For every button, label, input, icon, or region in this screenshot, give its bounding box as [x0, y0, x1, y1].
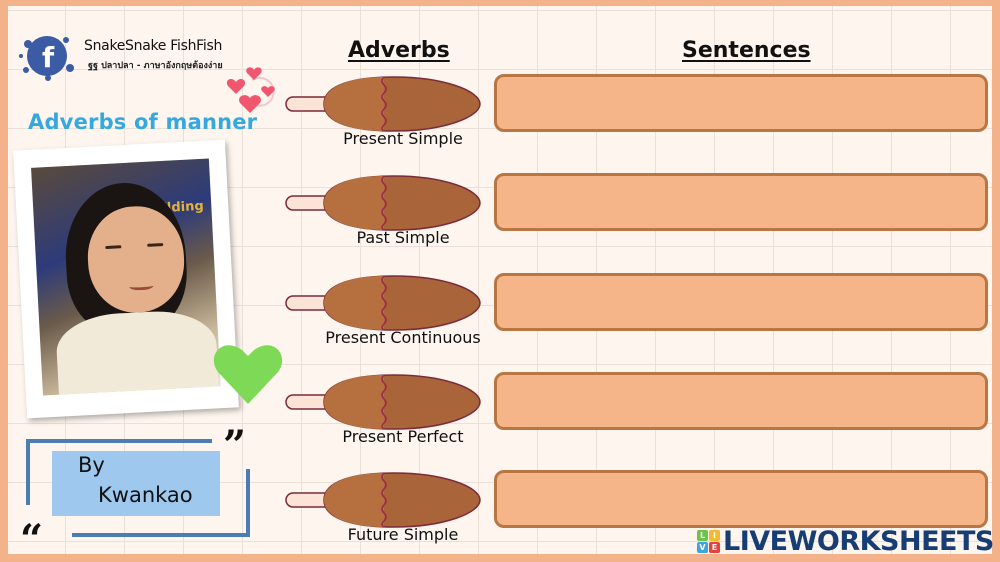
- tense-label: Present Continuous: [325, 328, 481, 347]
- popsicle-drop-target[interactable]: [284, 469, 484, 533]
- row-present-perfect: Present Perfect: [278, 371, 998, 461]
- topic-title: Adverbs of manner: [28, 110, 258, 134]
- popsicle-drop-target[interactable]: [284, 272, 484, 336]
- row-present-continuous: Present Continuous: [278, 272, 998, 362]
- sentence-input[interactable]: [494, 470, 988, 528]
- brand-header: f SnakeSnake FishFish ฐฐ ปลาปลา - ภาษาอั…: [18, 30, 258, 90]
- brand-name: SnakeSnake FishFish: [84, 38, 223, 54]
- sentence-input[interactable]: [494, 273, 988, 331]
- facebook-icon: f: [19, 36, 74, 81]
- tense-label: Past Simple: [356, 228, 450, 247]
- hearts-decoration-icon: [226, 67, 275, 113]
- student-photo: Building: [31, 158, 221, 396]
- tense-label: Present Simple: [343, 129, 463, 148]
- worksheet-page: f SnakeSnake FishFish ฐฐ ปลาปลา - ภาษาอั…: [8, 6, 992, 560]
- popsicle-drop-target[interactable]: [284, 371, 484, 435]
- sentence-input[interactable]: [494, 173, 988, 231]
- sentences-column-header: Sentences: [682, 38, 811, 63]
- green-heart-icon: [213, 345, 283, 404]
- photo-frame: Building: [13, 139, 239, 419]
- liveworksheets-icon: L I V E: [697, 530, 721, 554]
- close-quote-icon: ”: [223, 422, 247, 469]
- sentence-input[interactable]: [494, 74, 988, 132]
- popsicle-drop-target[interactable]: [284, 73, 484, 137]
- author-byline: By Kwankao ” “: [18, 422, 258, 560]
- row-present-simple: Present Simple: [278, 73, 998, 163]
- popsicle-drop-target[interactable]: [284, 172, 484, 236]
- svg-text:f: f: [42, 41, 55, 74]
- row-future-simple: Future Simple: [278, 469, 998, 559]
- author-name: By Kwankao: [78, 453, 193, 507]
- adverbs-column-header: Adverbs: [348, 38, 450, 63]
- tense-label: Present Perfect: [342, 427, 464, 446]
- row-past-simple: Past Simple: [278, 172, 998, 262]
- sentence-input[interactable]: [494, 372, 988, 430]
- open-quote-icon: “: [20, 516, 44, 562]
- tense-label: Future Simple: [347, 525, 459, 544]
- brand-subtitle: ฐฐ ปลาปลา - ภาษาอังกฤษต้องง่าย: [88, 61, 223, 71]
- liveworksheets-wordmark: LIVEWORKSHEETS: [723, 526, 994, 557]
